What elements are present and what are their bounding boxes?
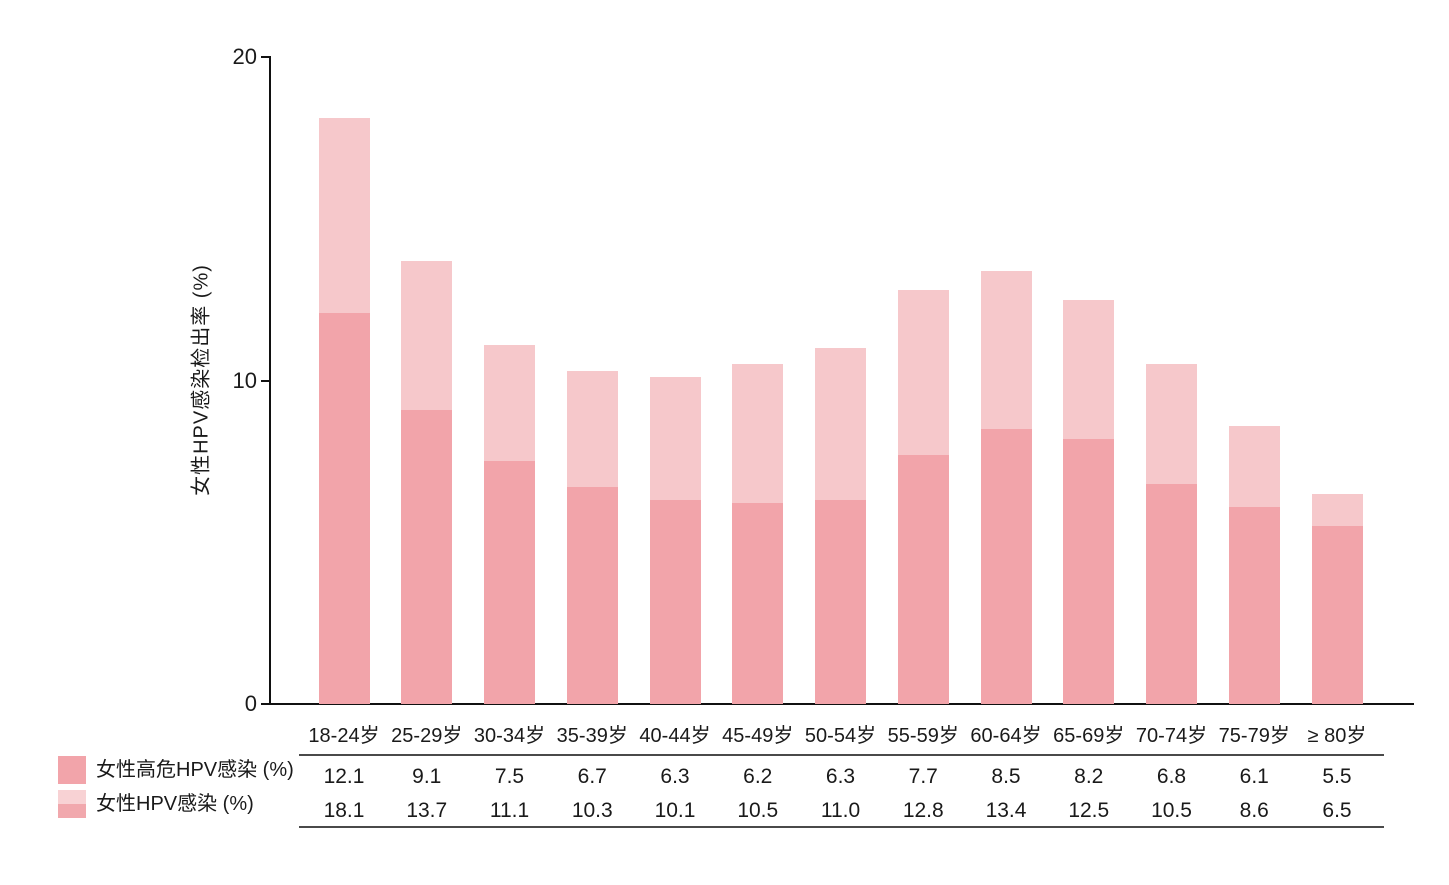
total-hpv-value: 13.4	[985, 799, 1027, 822]
high-risk-hpv-value: 6.3	[660, 765, 690, 788]
y-tick-mark	[261, 703, 269, 705]
age-group-label: 55-59岁	[887, 725, 959, 747]
legend-swatch	[58, 756, 86, 784]
total-hpv-value: 10.5	[1151, 799, 1192, 822]
total-hpv-value: 8.6	[1239, 799, 1269, 822]
high-risk-hpv-value: 6.7	[577, 765, 607, 788]
total-hpv-value: 12.5	[1068, 799, 1110, 822]
legend-swatch-color	[58, 804, 86, 818]
bar-high-risk-hpv	[318, 312, 370, 704]
age-group-label: 25-29岁	[391, 725, 463, 747]
legend-series-label: 女性高危HPV感染 (%)	[96, 759, 294, 781]
bar-high-risk-hpv	[566, 487, 618, 704]
legend-series-label: 女性HPV感染 (%)	[96, 793, 254, 815]
y-tick-mark	[261, 56, 269, 58]
total-hpv-value: 12.8	[902, 799, 944, 822]
bar-high-risk-hpv	[897, 454, 949, 704]
total-hpv-value: 10.1	[654, 799, 696, 822]
age-group-label: 40-44岁	[639, 725, 711, 747]
bar-high-risk-hpv	[1228, 506, 1280, 704]
total-hpv-value: 10.3	[571, 799, 613, 822]
bar-high-risk-hpv	[1311, 526, 1363, 704]
high-risk-hpv-value: 6.2	[743, 765, 773, 788]
high-risk-hpv-value: 6.1	[1239, 765, 1269, 788]
high-risk-hpv-value: 12.1	[323, 765, 365, 788]
total-hpv-value: 10.5	[737, 799, 779, 822]
age-group-label: 60-64岁	[970, 725, 1042, 747]
age-group-label: 50-54岁	[804, 725, 877, 747]
bar-high-risk-hpv	[732, 503, 784, 704]
high-risk-hpv-value: 7.5	[494, 765, 525, 788]
total-hpv-value: 6.5	[1322, 799, 1352, 822]
bar-high-risk-hpv	[649, 500, 701, 704]
bar-high-risk-hpv	[815, 500, 866, 704]
age-group-label: 75-79岁	[1218, 725, 1290, 747]
y-tick-label: 20	[232, 44, 257, 69]
legend-swatch	[58, 790, 86, 818]
bar-high-risk-hpv	[1146, 484, 1197, 704]
high-risk-hpv-value: 6.8	[1156, 765, 1187, 788]
age-group-label: 65-69岁	[1053, 725, 1125, 747]
total-hpv-value: 18.1	[323, 799, 365, 822]
bar-high-risk-hpv	[401, 409, 453, 704]
bar-high-risk-hpv	[484, 461, 535, 704]
age-group-label: 70-74岁	[1135, 725, 1208, 747]
age-group-label: 45-49岁	[722, 725, 794, 747]
age-group-label: 35-39岁	[556, 725, 628, 747]
high-risk-hpv-value: 8.5	[991, 765, 1021, 788]
y-tick-label: 0	[244, 691, 257, 716]
total-hpv-value: 13.7	[406, 799, 448, 822]
y-tick-label: 10	[232, 367, 257, 393]
bar-high-risk-hpv	[980, 429, 1032, 704]
high-risk-hpv-value: 6.3	[825, 765, 856, 788]
age-group-label: 30-34岁	[473, 725, 546, 747]
age-group-label: 18-24岁	[308, 725, 380, 747]
high-risk-hpv-value: 8.2	[1074, 765, 1104, 788]
total-hpv-value: 11.0	[820, 799, 861, 822]
high-risk-hpv-value: 5.5	[1322, 765, 1352, 788]
high-risk-hpv-value: 9.1	[412, 765, 442, 788]
total-hpv-value: 11.1	[489, 799, 530, 822]
legend-swatch-color	[58, 790, 86, 804]
age-group-label: ≥ 80岁	[1307, 725, 1367, 747]
y-axis-line	[269, 56, 271, 705]
y-tick-mark	[261, 379, 269, 382]
x-axis-line	[268, 703, 1414, 705]
high-risk-hpv-value: 7.7	[908, 765, 938, 788]
table-rule	[299, 754, 1384, 756]
table-rule	[299, 826, 1384, 828]
legend-swatch-color	[58, 756, 86, 784]
bar-high-risk-hpv	[1063, 438, 1115, 704]
